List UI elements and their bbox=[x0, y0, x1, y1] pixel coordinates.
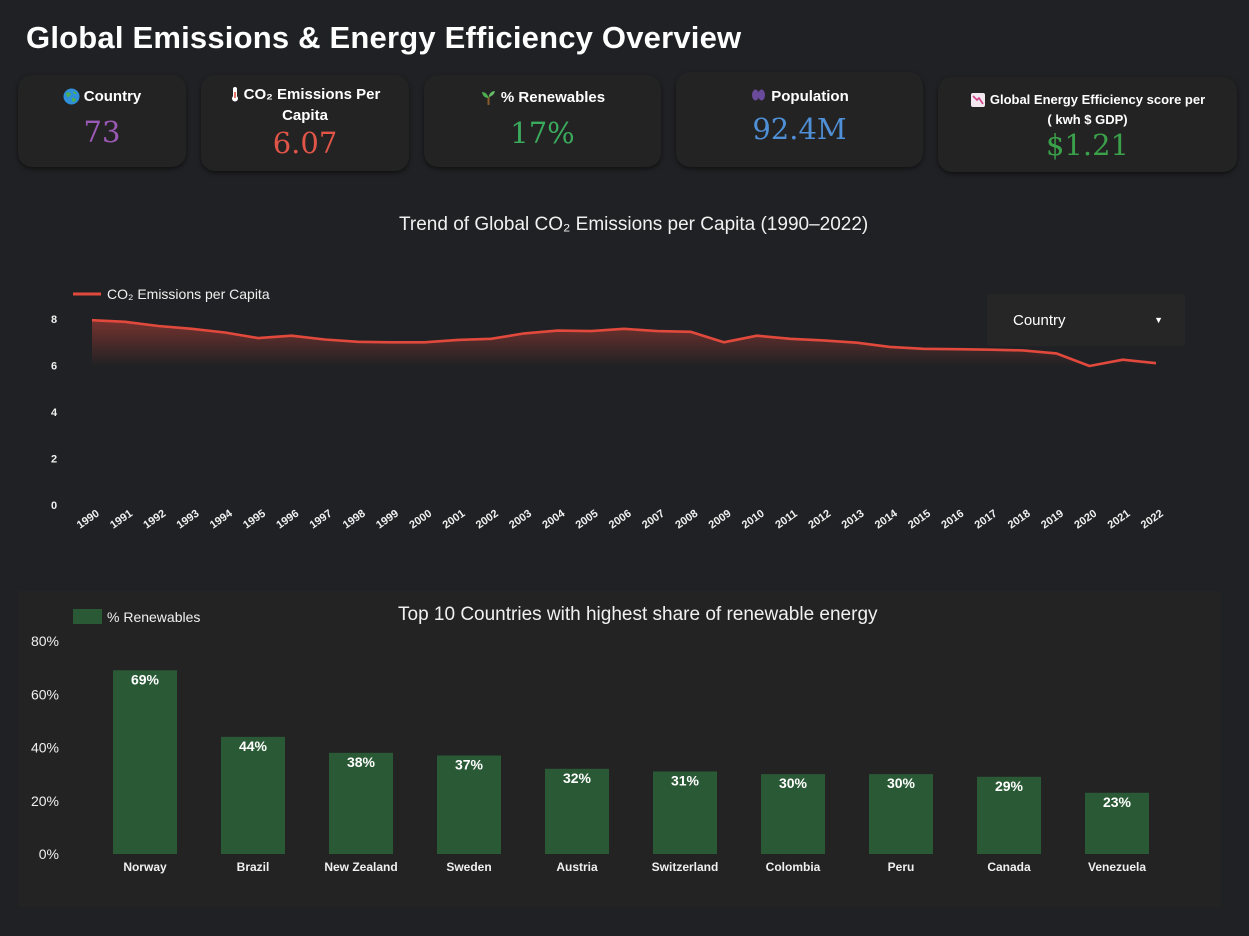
bar bbox=[653, 771, 717, 854]
kpi-card-country: Country 73 bbox=[18, 75, 186, 167]
chevron-down-icon: ▼ bbox=[1154, 315, 1163, 325]
x-tick-label: Austria bbox=[556, 860, 598, 874]
chart-down-icon bbox=[970, 92, 986, 112]
bar-data-label: 37% bbox=[455, 756, 484, 772]
y-tick-label: 0 bbox=[51, 500, 57, 512]
kpi-efficiency-value: $1.21 bbox=[1045, 128, 1130, 162]
kpi-population-label-row: Population bbox=[676, 88, 923, 107]
kpi-card-renewables: % Renewables 17% bbox=[424, 75, 661, 167]
kpi-card-efficiency: Global Energy Efficiency score per ( kwh… bbox=[938, 77, 1237, 172]
x-tick-label: Sweden bbox=[446, 860, 491, 874]
kpi-population-value: 92.4M bbox=[752, 112, 847, 146]
kpi-country-label-row: Country bbox=[18, 88, 186, 110]
y-tick-label: 2 bbox=[51, 454, 57, 466]
y-tick-label: 8 bbox=[51, 314, 57, 326]
bar-chart-title: Top 10 Countries with highest share of r… bbox=[398, 604, 878, 625]
kpi-efficiency-label-row: Global Energy Efficiency score per bbox=[938, 92, 1237, 112]
country-dropdown[interactable]: Country ▼ bbox=[987, 294, 1185, 346]
bar bbox=[869, 774, 933, 854]
page-title: Global Emissions & Energy Efficiency Ove… bbox=[26, 20, 742, 55]
bar-data-label: 38% bbox=[347, 754, 376, 770]
kpi-co2-label-line2: Capita bbox=[282, 107, 328, 124]
bar bbox=[329, 752, 393, 854]
x-tick-label: Switzerland bbox=[652, 860, 719, 874]
thermometer-icon bbox=[230, 86, 240, 107]
bar bbox=[221, 736, 285, 854]
line-area-fill bbox=[92, 320, 1156, 366]
x-tick-label: Colombia bbox=[766, 860, 821, 874]
bar-data-label: 32% bbox=[563, 770, 592, 786]
bar bbox=[545, 768, 609, 854]
kpi-co2-value: 6.07 bbox=[272, 126, 338, 160]
x-tick-label: Canada bbox=[987, 860, 1031, 874]
y-tick-label: 0% bbox=[39, 846, 59, 862]
bar-data-label: 69% bbox=[131, 671, 160, 687]
y-tick-label: 60% bbox=[31, 686, 59, 702]
bar-chart-panel bbox=[18, 591, 1221, 907]
bar-data-label: 31% bbox=[671, 772, 700, 788]
people-icon bbox=[750, 88, 767, 107]
bar-data-label: 30% bbox=[779, 775, 808, 791]
x-tick-label: Brazil bbox=[237, 860, 270, 874]
x-tick-label: Peru bbox=[888, 860, 915, 874]
bar bbox=[761, 774, 825, 854]
kpi-card-population: Population 92.4M bbox=[676, 72, 923, 167]
y-tick-label: 80% bbox=[31, 633, 59, 649]
kpi-efficiency-label-line2: ( kwh $ GDP) bbox=[1047, 112, 1128, 127]
x-tick-label: Venezuela bbox=[1088, 860, 1146, 874]
seedling-icon bbox=[480, 89, 497, 111]
kpi-population-label: Population bbox=[771, 88, 849, 105]
x-tick-label: New Zealand bbox=[324, 860, 397, 874]
x-tick-label: Norway bbox=[123, 860, 167, 874]
bar-data-label: 30% bbox=[887, 775, 916, 791]
kpi-card-co2: CO₂ Emissions Per Capita 6.07 bbox=[201, 75, 409, 171]
y-tick-label: 6 bbox=[51, 361, 57, 373]
kpi-co2-label-line1: CO₂ Emissions Per bbox=[243, 86, 381, 103]
kpi-co2-label-row2: Capita bbox=[201, 107, 409, 125]
bar bbox=[1085, 792, 1149, 854]
bar-data-label: 29% bbox=[995, 778, 1024, 794]
kpi-renewables-value: 17% bbox=[510, 116, 575, 150]
y-tick-label: 4 bbox=[51, 407, 58, 419]
kpi-renewables-label: % Renewables bbox=[500, 89, 606, 106]
y-tick-label: 40% bbox=[31, 740, 59, 756]
kpi-efficiency-label-row2: ( kwh $ GDP) bbox=[938, 112, 1237, 128]
country-dropdown-label: Country bbox=[1013, 311, 1066, 329]
bar-data-label: 23% bbox=[1103, 794, 1132, 810]
kpi-country-label: Country bbox=[83, 88, 142, 105]
legend-label: CO₂ Emissions per Capita bbox=[107, 286, 270, 302]
kpi-efficiency-label-line1: Global Energy Efficiency score per bbox=[989, 92, 1206, 107]
kpi-country-value: 73 bbox=[83, 115, 121, 149]
bar bbox=[437, 755, 501, 854]
bar bbox=[113, 670, 177, 854]
bar bbox=[977, 776, 1041, 854]
globe-icon bbox=[63, 88, 80, 110]
y-tick-label: 20% bbox=[31, 793, 59, 809]
line-chart-title: Trend of Global CO₂ Emissions per Capita… bbox=[399, 214, 869, 235]
kpi-renewables-label-row: % Renewables bbox=[424, 89, 661, 111]
series-line bbox=[91, 318, 1157, 368]
bar-data-label: 44% bbox=[239, 738, 268, 754]
legend-label: % Renewables bbox=[107, 609, 200, 625]
legend-swatch bbox=[73, 609, 102, 624]
kpi-co2-label-row: CO₂ Emissions Per bbox=[201, 86, 409, 107]
